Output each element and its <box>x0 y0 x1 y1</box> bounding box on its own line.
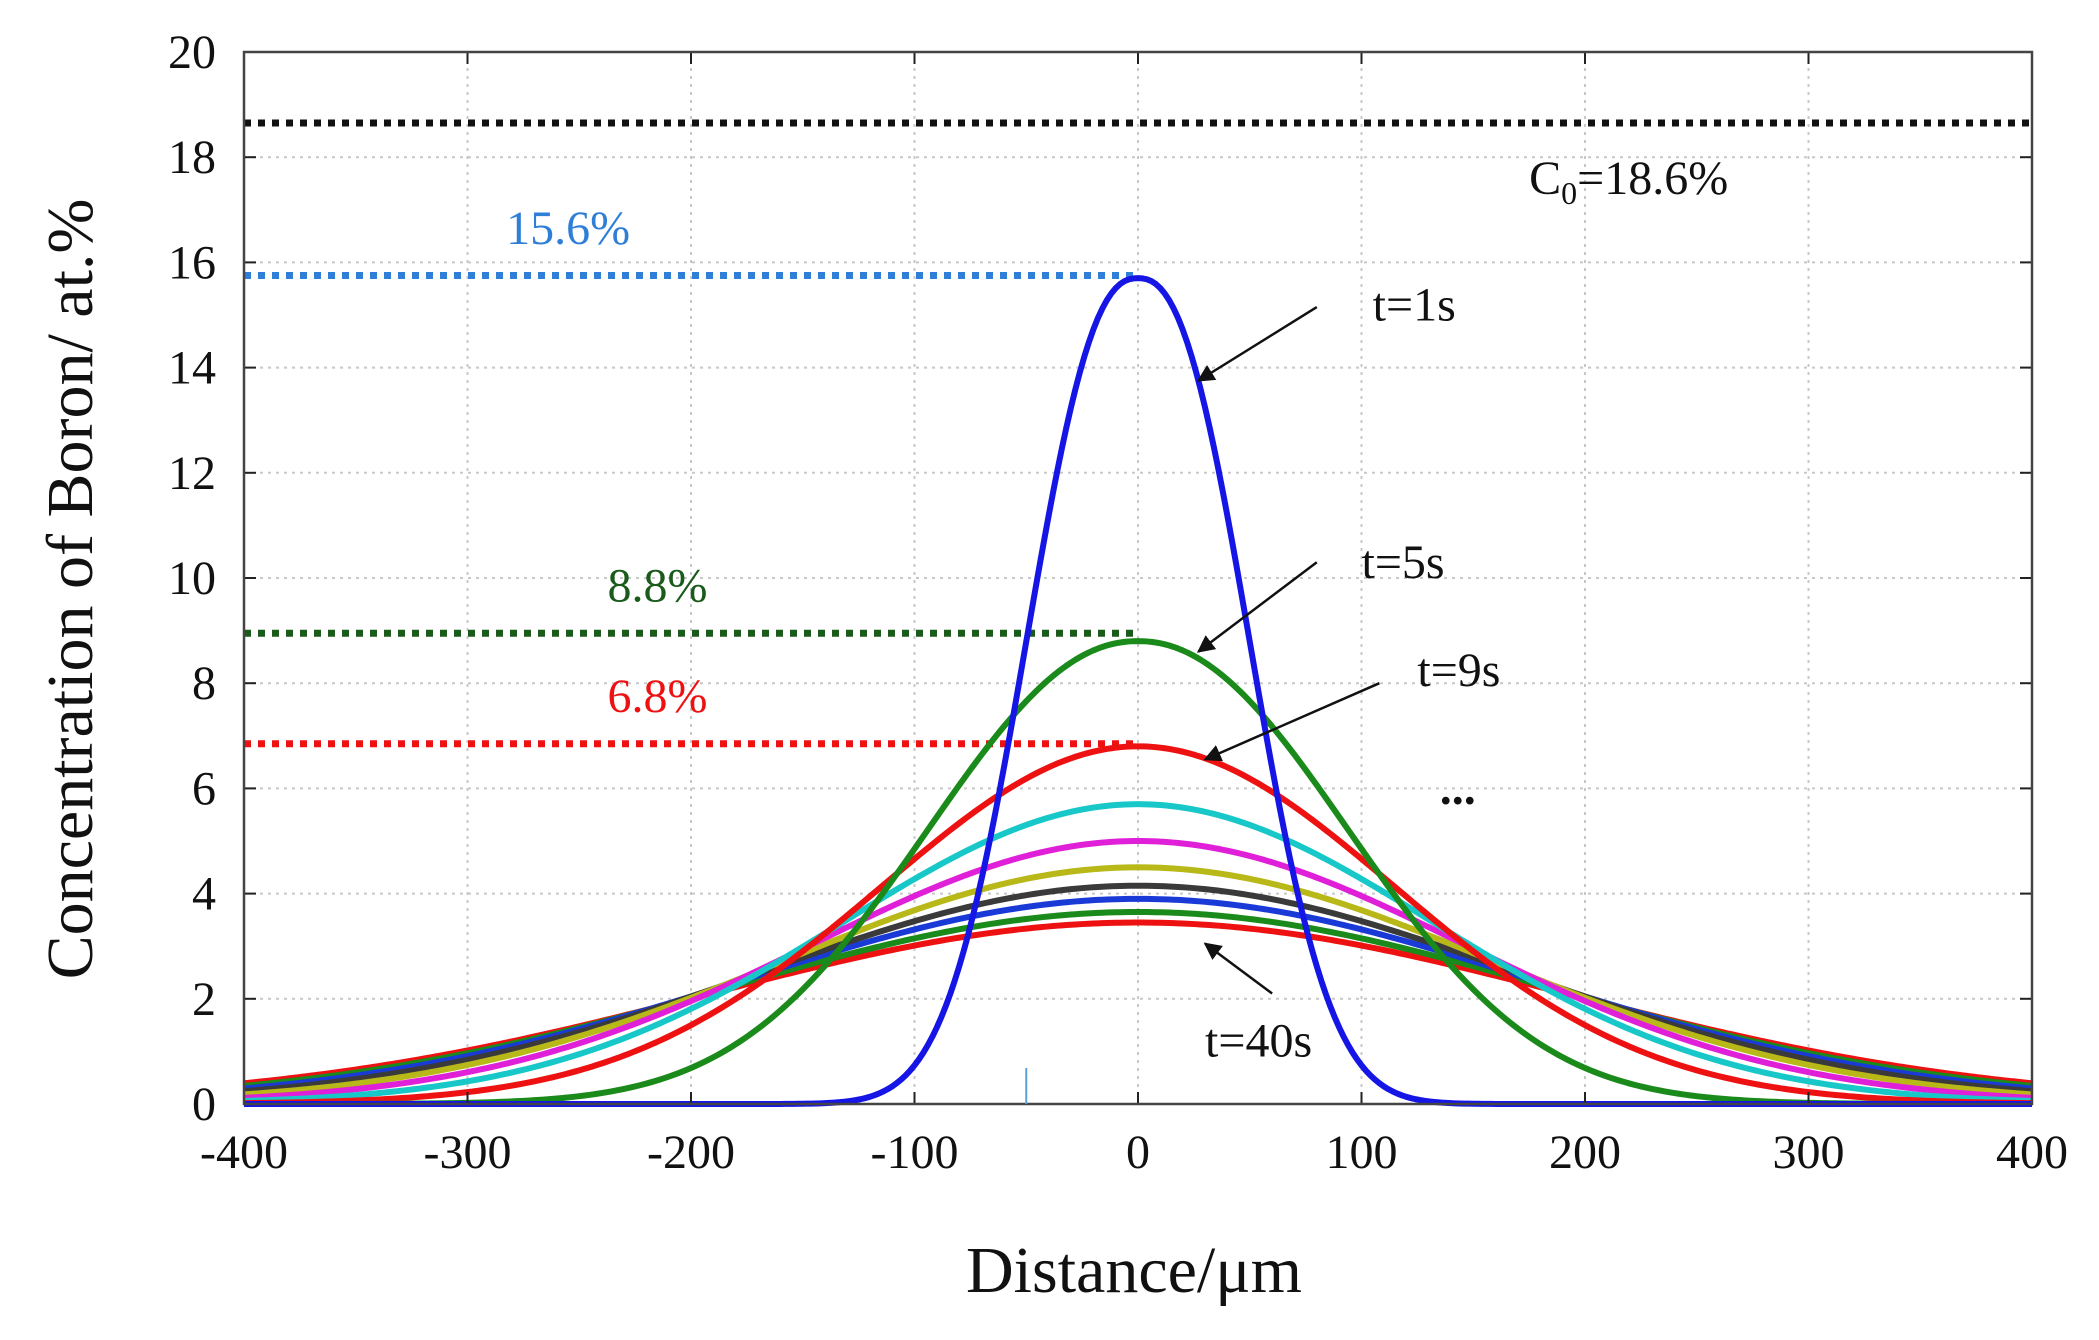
y-tick-label: 12 <box>168 447 216 500</box>
tick-labels: -400 -300 -200 -100 0 100 200 300 400 0 2 4 6 8 10 12 14… <box>168 26 2068 1179</box>
series-line-t=5s <box>244 638 2032 1107</box>
x-axis-title: Distance/μm <box>966 1234 1302 1307</box>
annotation-arrow <box>1203 682 1380 762</box>
reference-label-C0: C0=18.6% <box>1529 152 1728 211</box>
grid <box>244 52 2032 1104</box>
annotation-label: t=5s <box>1362 536 1445 589</box>
y-tick-label: 0 <box>192 1078 216 1131</box>
series-line-series-8 <box>243 895 2033 1092</box>
series-line-series-5 <box>243 838 2033 1101</box>
series-line-series-4 <box>243 801 2033 1104</box>
series-line-t=9s <box>243 743 2033 1107</box>
x-tick-label: -200 <box>647 1126 735 1179</box>
annotation-arrow <box>1196 561 1318 653</box>
annotations: C0=18.6% 15.6% 8.8% 6.8% t=1s t=5s t=9s... t=40… <box>506 152 1728 1068</box>
annotation-label: t=9s <box>1417 644 1500 697</box>
series-lines <box>243 275 2033 1107</box>
x-tick-label: 300 <box>1773 1126 1845 1179</box>
reference-label-peak-9s: 6.8% <box>607 670 707 723</box>
x-tick-label: 200 <box>1549 1126 1621 1179</box>
annotation-arrow <box>1203 942 1273 995</box>
y-axis-title: Concentration of Boron/ at.% <box>34 199 107 980</box>
plot-frame <box>242 50 2034 1106</box>
x-tick-label: -400 <box>200 1126 288 1179</box>
x-tick-label: -300 <box>424 1126 512 1179</box>
x-tick-label: -100 <box>871 1126 959 1179</box>
y-tick-label: 14 <box>168 342 216 395</box>
annotation-label: t=1s <box>1373 278 1456 331</box>
x-tick-label: 100 <box>1326 1126 1398 1179</box>
annotation-label: t=40s <box>1205 1015 1312 1068</box>
plot-border <box>242 50 2034 1106</box>
x-tick-label: 0 <box>1126 1126 1150 1179</box>
y-tick-label: 20 <box>168 26 216 79</box>
y-tick-label: 6 <box>192 762 216 815</box>
y-tick-label: 2 <box>192 973 216 1026</box>
series-line-series-6 <box>243 864 2033 1098</box>
y-tick-label: 4 <box>192 868 216 921</box>
x-tick-label: 400 <box>1996 1126 2068 1179</box>
series-line-series-7 <box>243 882 2033 1095</box>
reference-label-peak-5s: 8.8% <box>607 560 707 613</box>
y-tick-label: 8 <box>192 657 216 710</box>
annotation-label: ... <box>1440 762 1476 815</box>
annotation-arrow <box>1196 306 1318 382</box>
y-tick-label: 16 <box>168 236 216 289</box>
y-tick-label: 18 <box>168 131 216 184</box>
y-tick-label: 10 <box>168 552 216 605</box>
reference-label-peak-1s: 15.6% <box>506 202 630 255</box>
